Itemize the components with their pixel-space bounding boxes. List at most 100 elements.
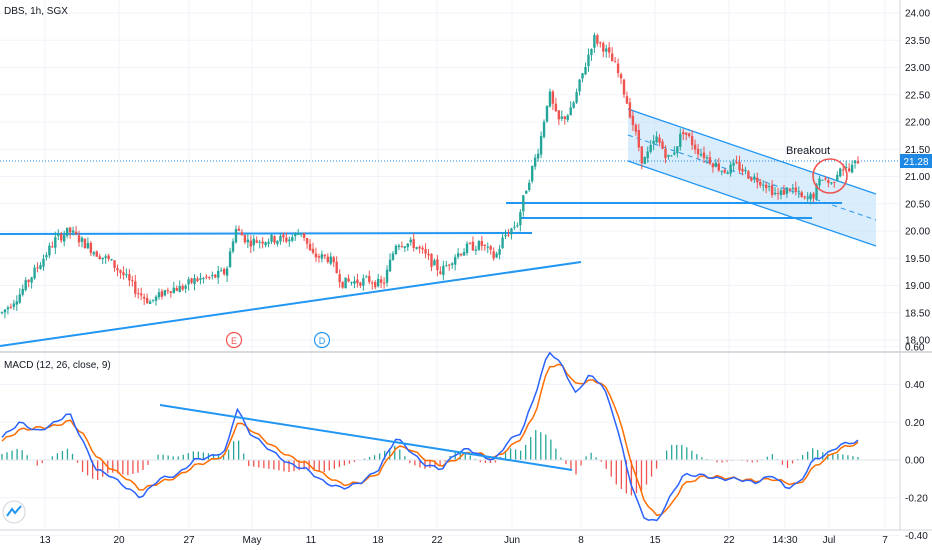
candle-up (442, 265, 445, 276)
channel-mid-line (627, 134, 877, 221)
candle-up (590, 48, 593, 55)
dividend-marker-label: D (319, 336, 326, 346)
logo-icon (6, 505, 22, 517)
candle-up (670, 155, 673, 157)
candle-down (311, 248, 315, 253)
candle-up (539, 136, 543, 155)
candle-down (708, 157, 712, 164)
candle-up (54, 237, 57, 248)
earnings-marker[interactable] (225, 331, 243, 349)
candle-down (36, 267, 39, 269)
time-tick-label: 8 (578, 535, 584, 546)
candle-down (427, 253, 430, 256)
candle-up (264, 242, 267, 246)
candle-up (498, 249, 501, 255)
candle-down (326, 256, 330, 263)
candle-down (448, 264, 451, 266)
candle-down (317, 256, 321, 258)
candle-up (320, 254, 324, 259)
candle-down (856, 161, 860, 164)
tradingview-logo[interactable] (2, 500, 26, 524)
candle-up (30, 277, 33, 283)
candle-down (436, 259, 439, 271)
candle-down (83, 238, 87, 249)
candle-up (797, 191, 800, 193)
candle-up (762, 184, 765, 186)
candle-down (468, 243, 472, 245)
candle-up (451, 263, 454, 265)
candle-down (664, 148, 667, 158)
candle-up (148, 301, 152, 304)
candle-up (163, 290, 167, 296)
candle-up (57, 234, 60, 236)
price-tick-label: 18.00 (905, 336, 930, 347)
macd-tick-label: -0.20 (905, 493, 928, 504)
candle-up (388, 259, 392, 272)
candle-up (726, 172, 729, 174)
candle-up (6, 307, 10, 310)
candle-down (400, 246, 404, 248)
signal-line (1, 363, 859, 517)
time-tick-label: 22 (723, 535, 735, 546)
candle-up (495, 253, 498, 258)
candle-down (661, 141, 664, 149)
candle-down (379, 279, 383, 283)
candle-up (18, 294, 21, 303)
candle-down (341, 281, 344, 288)
candle-up (172, 287, 175, 294)
candle-up (465, 243, 469, 253)
candle-up (0, 312, 4, 314)
time-tick-label: May (243, 535, 262, 546)
candle-up (525, 190, 528, 194)
candle-down (332, 257, 335, 263)
price-axis: 24.00 23.50 23.00 22.50 22.00 21.50 21.00 20.50… (905, 9, 930, 347)
candle-down (696, 148, 700, 155)
candle-up (376, 278, 380, 287)
candle-up (679, 133, 682, 147)
time-axis: 13 20 27 May 11 18 22 Jun 8 15 22 14:30 Jul 7 (39, 535, 888, 546)
candle-down (359, 282, 362, 286)
candle-down (142, 296, 146, 299)
candle-up (362, 278, 365, 286)
candle-up (151, 299, 155, 301)
candle-up (409, 239, 412, 243)
candle-up (154, 296, 158, 301)
candle-up (157, 292, 161, 298)
candle-up (581, 73, 584, 79)
candle-down (205, 276, 208, 278)
candle-up (605, 48, 608, 52)
candle-down (628, 102, 632, 118)
candle-up (818, 178, 821, 186)
candle-down (95, 251, 98, 257)
time-tick-label: 7 (882, 535, 888, 546)
candle-up (391, 253, 395, 260)
time-tick-label: 15 (649, 535, 661, 546)
candle-up (92, 252, 96, 255)
macd-line (1, 351, 859, 522)
candle-down (794, 187, 797, 192)
candle-down (563, 116, 566, 120)
candle-down (60, 233, 63, 241)
candle-down (439, 271, 442, 274)
candle-up (33, 267, 36, 279)
candle-up (815, 184, 818, 199)
candle-down (492, 251, 495, 259)
resistance-line (0, 232, 533, 235)
breakout-label: Breakout (786, 145, 830, 157)
candle-down (347, 278, 350, 282)
candle-down (554, 103, 558, 112)
candle-up (291, 237, 294, 241)
candle-down (27, 279, 30, 283)
candle-up (839, 168, 842, 177)
candle-down (302, 233, 306, 238)
candle-down (190, 278, 193, 283)
dividend-marker[interactable] (313, 331, 331, 349)
candle-down (741, 168, 744, 172)
candle-up (267, 241, 270, 244)
price-tick-label: 20.00 (905, 227, 930, 238)
candle-down (702, 152, 706, 159)
candle-up (125, 274, 128, 276)
candle-down (711, 163, 715, 168)
